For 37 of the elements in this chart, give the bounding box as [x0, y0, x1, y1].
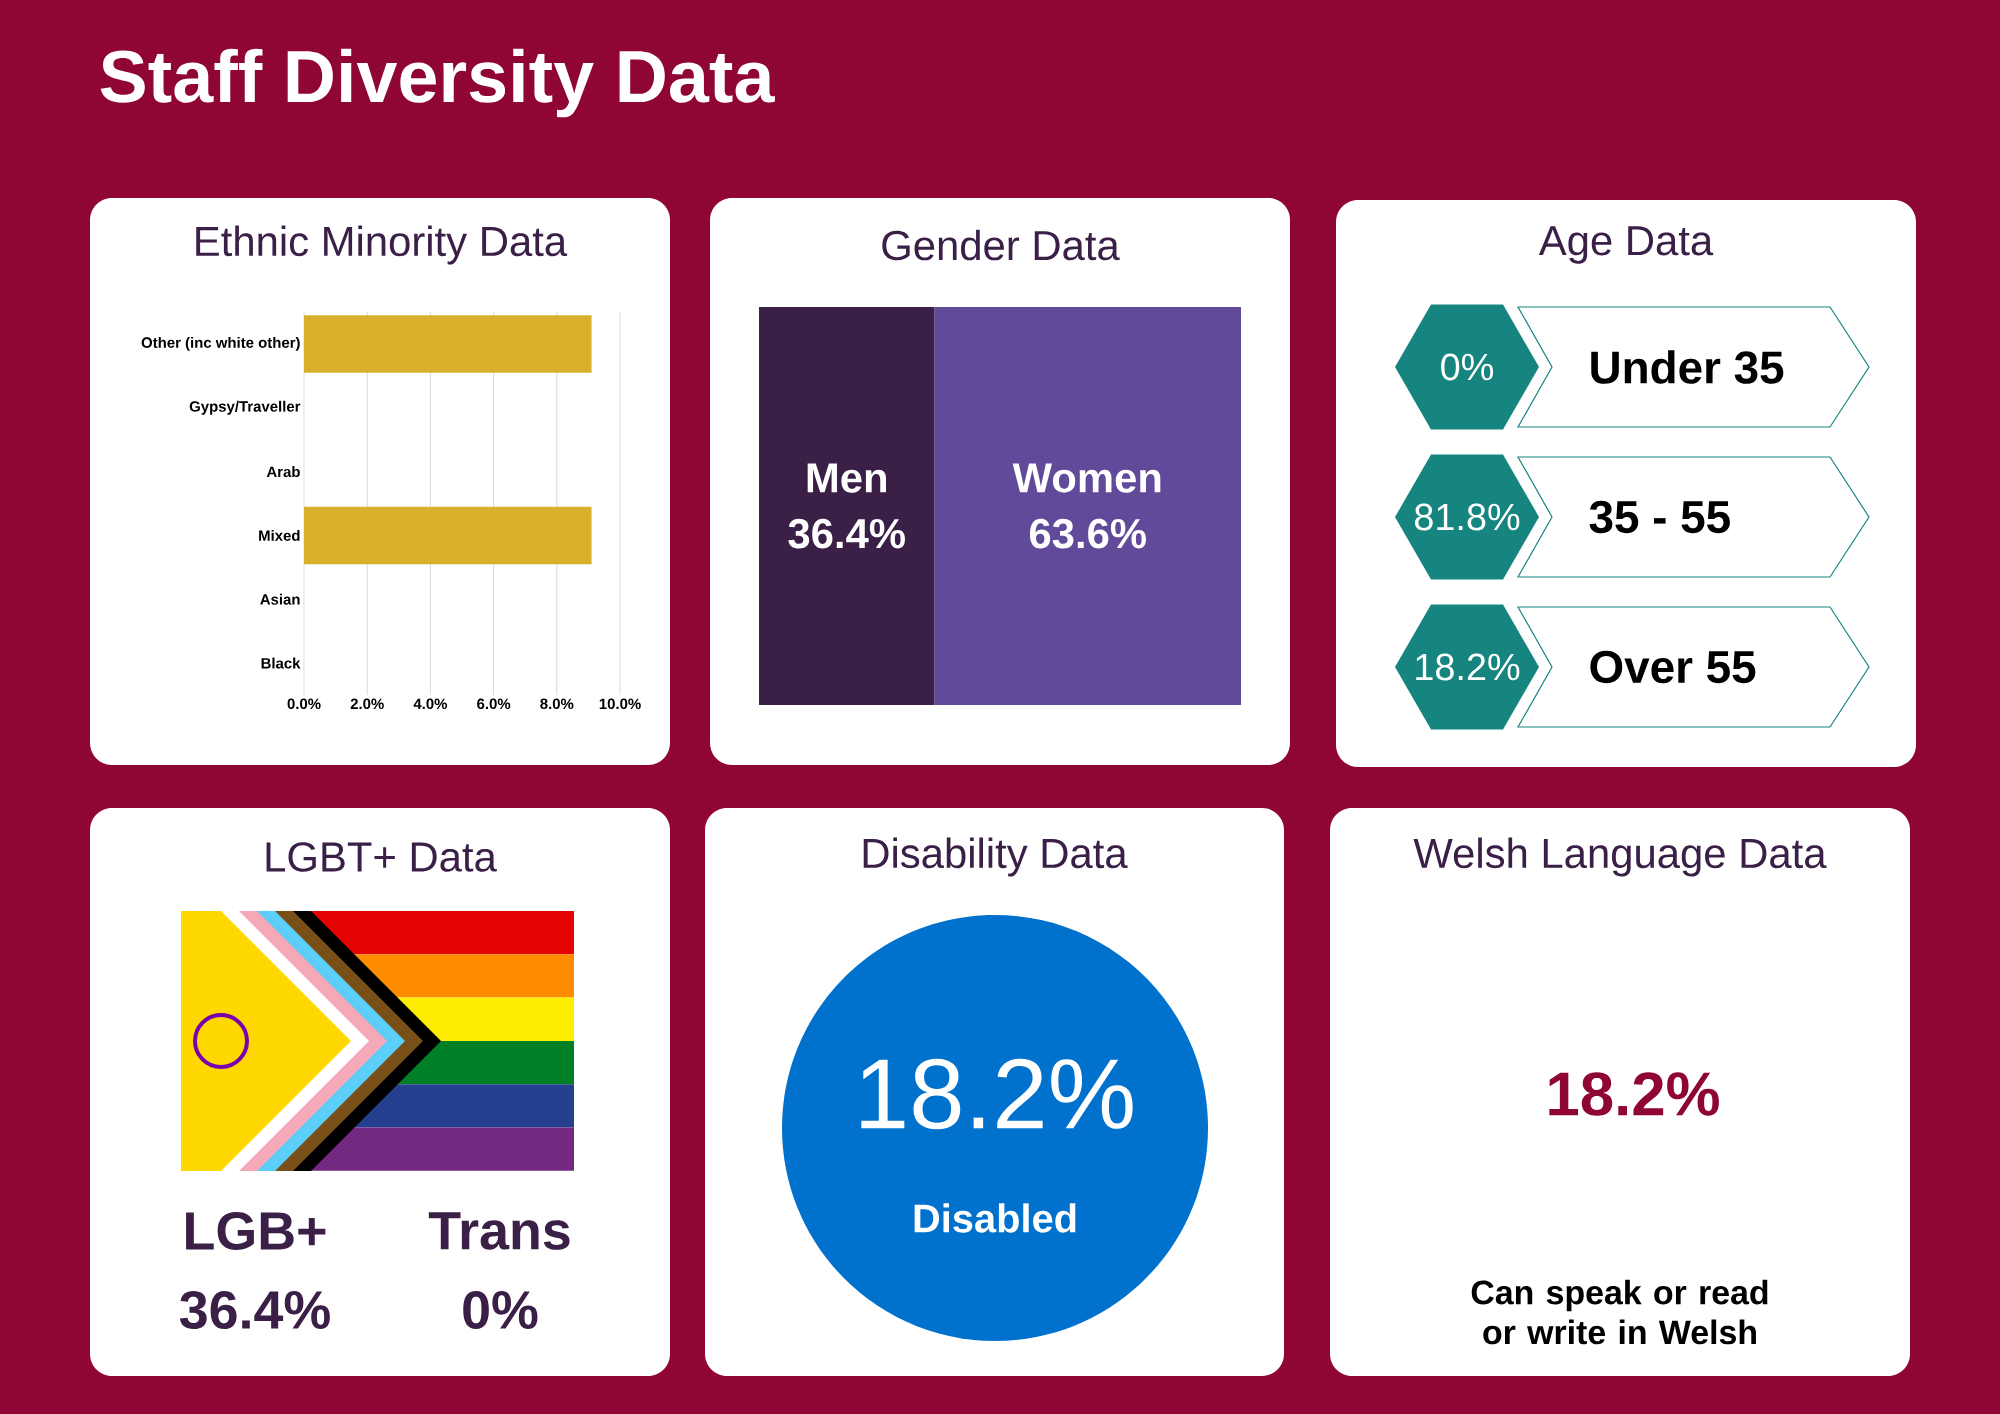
chart-title: Ethnic Minority Data	[196, 225, 568, 265]
text: Staff Diversity Data	[100, 48, 775, 118]
y-tick-label: Arab	[266, 466, 300, 478]
series-label: Men	[807, 463, 886, 493]
category-label: Can speak or read or write in Welsh	[1471, 1279, 1768, 1345]
data-label: 0%	[1441, 353, 1493, 381]
category-label: 35 - 55	[1589, 500, 1730, 534]
text: Disability Data	[863, 837, 1128, 877]
chart-title: Gender Data	[882, 229, 1120, 261]
data-label: 36.4%	[179, 1290, 330, 1330]
x-tick-label: 6.0%	[477, 698, 511, 710]
x-tick-label: 4.0%	[413, 698, 448, 710]
category-label: Trans	[428, 1212, 570, 1250]
data-label: 36.4%	[788, 518, 905, 549]
y-tick-label: Gypsy/Traveller	[189, 400, 301, 415]
x-tick-label: 10.0%	[599, 698, 641, 710]
x-tick-label: 8.0%	[540, 698, 574, 710]
category-label: Disabled	[914, 1203, 1076, 1233]
text: Welsh Language Data	[1413, 837, 1827, 877]
data-label: 18.2%	[1549, 1072, 1719, 1116]
y-tick-label: Asian	[260, 593, 300, 605]
category-label: Over 55	[1590, 650, 1756, 684]
data-label: 81.8%	[1414, 503, 1520, 531]
data-label: 0%	[463, 1290, 538, 1330]
category-label: LGB+	[186, 1211, 326, 1251]
text: LGBT+ Data	[266, 842, 497, 872]
data-label: 18.2%	[861, 1058, 1133, 1130]
y-tick-label: Mixed	[259, 529, 300, 541]
data-label: 63.6%	[1029, 518, 1146, 549]
x-tick-label: 2.0%	[350, 698, 384, 710]
data-label: 18.2%	[1416, 653, 1520, 681]
series-label: Women	[1012, 463, 1161, 493]
text: Age Data	[1538, 226, 1714, 264]
y-tick-label: Black	[261, 657, 301, 669]
category-label: Under 35	[1591, 350, 1784, 384]
y-tick-label: Other (inc white other)	[141, 336, 300, 351]
x-tick-label: 0.0%	[287, 698, 321, 710]
